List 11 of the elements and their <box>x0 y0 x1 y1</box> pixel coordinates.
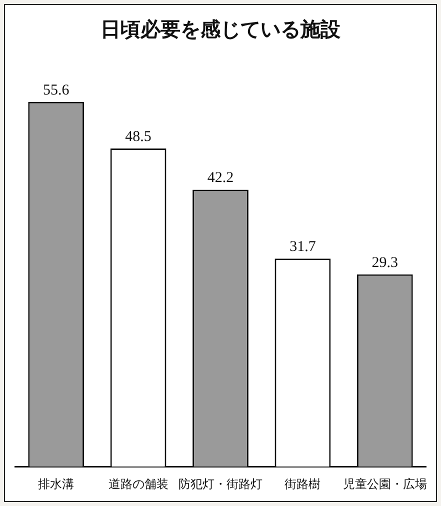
x-tick-label: 道路の舗装 <box>108 476 168 491</box>
data-label: 55.6 <box>42 82 70 98</box>
data-label: 48.5 <box>125 128 152 145</box>
x-tick-label: 防犯灯・街路灯 <box>178 476 262 491</box>
chart-title: 日頃必要を感じている施設 <box>100 17 342 42</box>
x-tick-label: 児童公園・広場 <box>342 476 427 491</box>
x-tick-label: 排水溝 <box>38 476 74 491</box>
x-tick-label: 街路樹 <box>284 476 321 491</box>
data-label: 42.2 <box>207 170 234 186</box>
data-label: 29.3 <box>372 254 398 271</box>
data-label: 31.7 <box>290 239 316 256</box>
